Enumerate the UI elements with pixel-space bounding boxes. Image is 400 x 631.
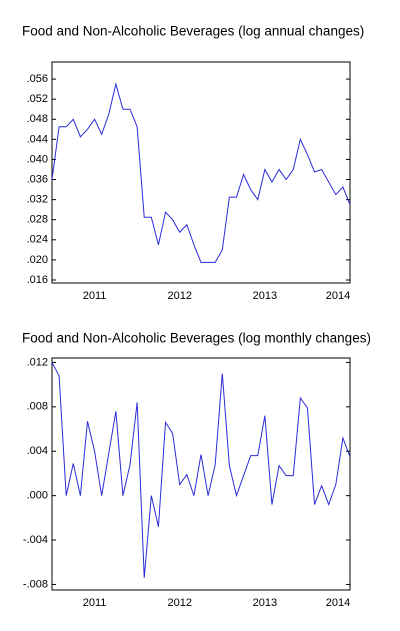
- y-tick-label: .000: [27, 490, 48, 502]
- x-tick-label: 2011: [83, 597, 107, 609]
- y-tick-label: -.008: [23, 578, 48, 590]
- y-tick-label: .008: [27, 401, 48, 413]
- y-tick-label: .032: [27, 194, 48, 206]
- x-tick-label: 2013: [253, 290, 277, 302]
- y-tick-label: .040: [27, 153, 48, 165]
- y-tick-label: .048: [27, 113, 48, 125]
- x-tick-label: 2012: [167, 597, 191, 609]
- chart-title: Food and Non-Alcoholic Beverages (log an…: [22, 24, 364, 39]
- y-tick-label: .028: [27, 214, 48, 226]
- y-tick-label: .004: [27, 445, 48, 457]
- series-line: [51, 82, 351, 263]
- series-line: [51, 362, 351, 578]
- y-tick-label: .056: [27, 73, 48, 85]
- x-tick-label: 2013: [253, 597, 277, 609]
- y-tick-label: .044: [27, 133, 48, 145]
- y-tick-label: .016: [27, 274, 48, 286]
- y-tick-label: -.004: [23, 534, 48, 546]
- y-tick-label: .052: [27, 93, 48, 105]
- x-tick-label: 2012: [167, 290, 191, 302]
- x-tick-label: 2014: [326, 597, 350, 609]
- plot-frame: [51, 61, 351, 284]
- plot-frame: [51, 357, 351, 591]
- y-tick-label: .012: [27, 356, 48, 368]
- x-tick-label: 2014: [326, 290, 350, 302]
- chart-title: Food and Non-Alcoholic Beverages (log mo…: [22, 331, 371, 346]
- y-tick-label: .020: [27, 254, 48, 266]
- y-tick-label: .024: [27, 234, 48, 246]
- x-tick-label: 2011: [83, 290, 107, 302]
- y-tick-label: .036: [27, 173, 48, 185]
